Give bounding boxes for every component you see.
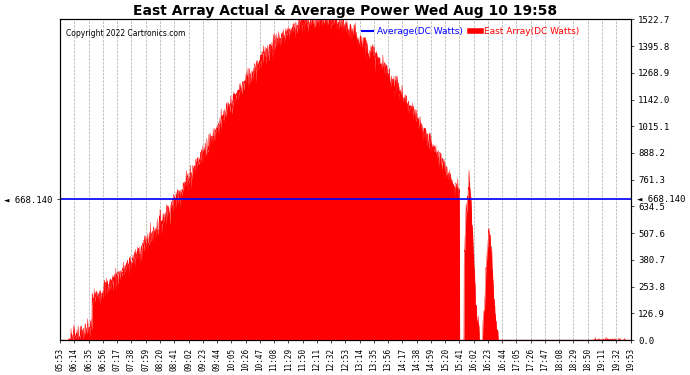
Text: ◄ 668.140: ◄ 668.140	[638, 195, 686, 204]
Title: East Array Actual & Average Power Wed Aug 10 19:58: East Array Actual & Average Power Wed Au…	[133, 4, 558, 18]
Text: Copyright 2022 Cartronics.com: Copyright 2022 Cartronics.com	[66, 29, 185, 38]
Legend: Average(DC Watts), East Array(DC Watts): Average(DC Watts), East Array(DC Watts)	[359, 24, 583, 40]
